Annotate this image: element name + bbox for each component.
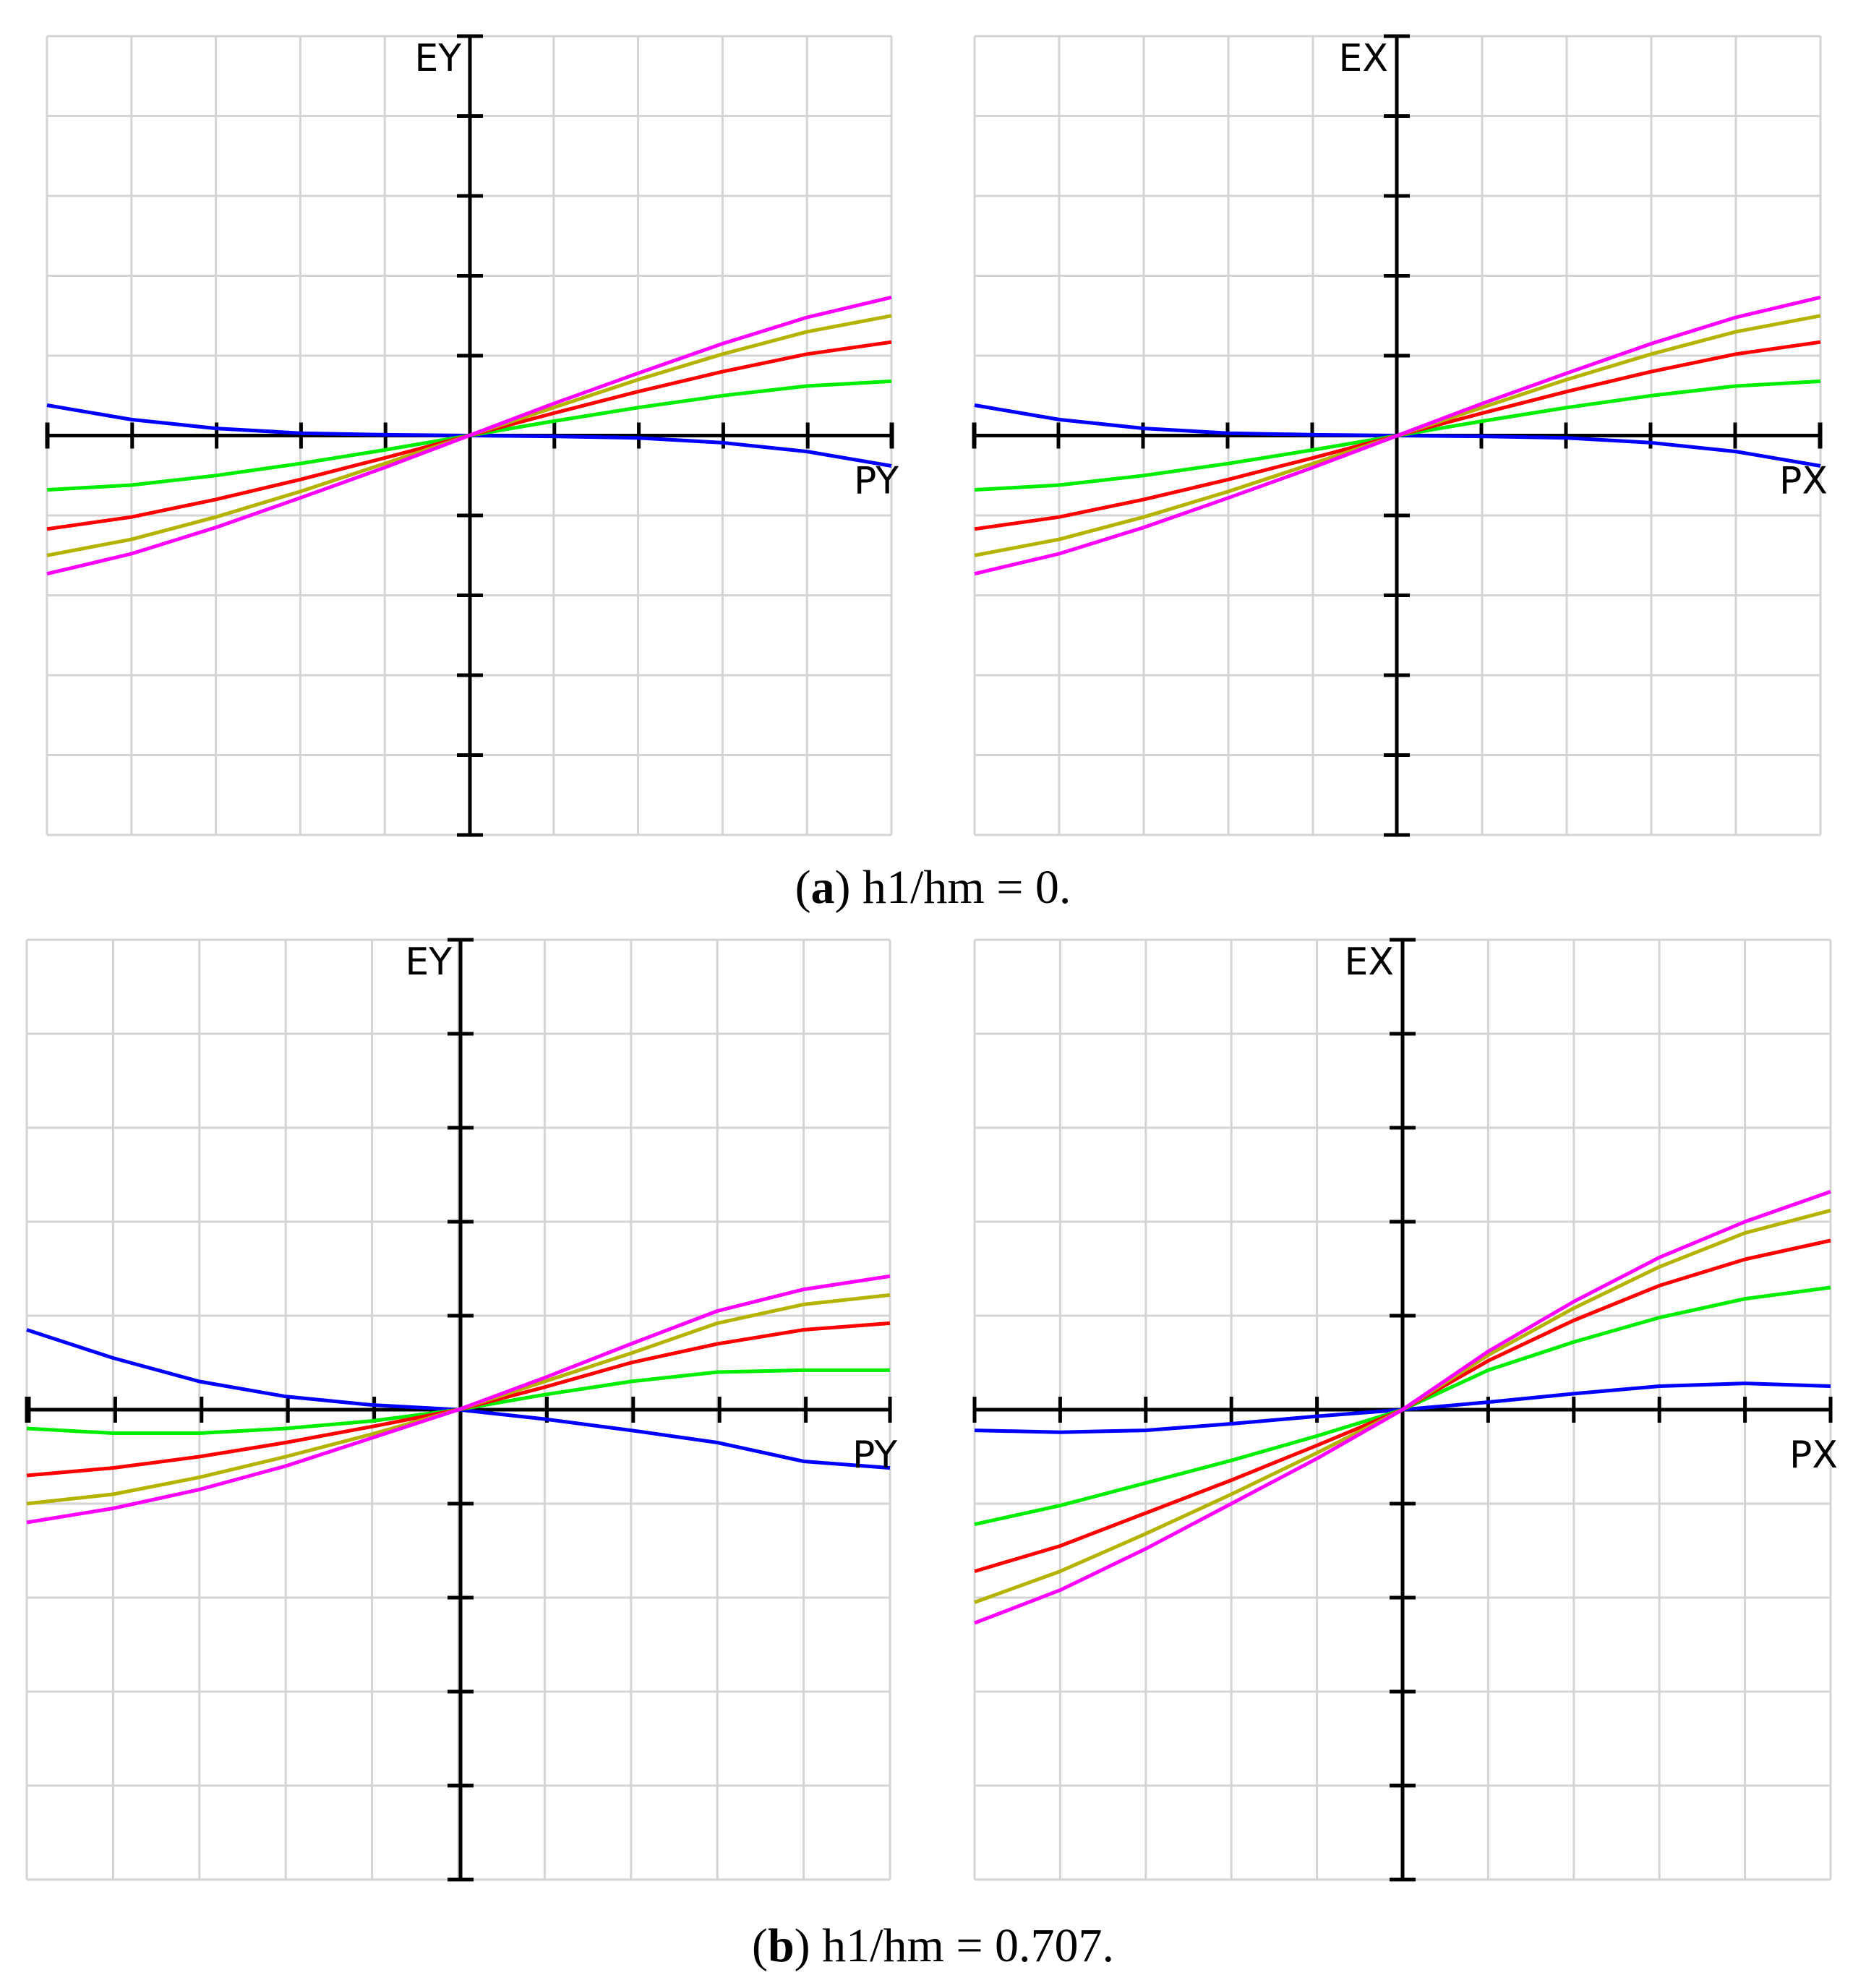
y-axis-label: EY [405,941,452,984]
y-axis-label: EX [1339,37,1388,80]
series-line-magenta [974,295,1821,576]
chart-panel-b-left: EY PY [25,938,897,1882]
x-axis-label: PX [1789,1434,1838,1477]
chart-panel-b-right: EX PX [972,938,1838,1882]
caption-b-text: h1/hm = 0.707. [810,1919,1115,1972]
chart-panel-a-right: EX PX [972,34,1828,837]
x-axis-label: PX [1779,460,1828,503]
y-axis-label: EX [1345,941,1394,984]
x-axis-label: PY [854,460,899,503]
series-line-magenta [46,295,892,576]
caption-a-text: h1/hm = 0. [850,861,1071,914]
series-line-magenta [26,1274,891,1525]
y-axis-label: EY [414,37,461,80]
caption-b: (b) h1/hm = 0.707. [751,1919,1115,1972]
series-line-magenta [974,1190,1831,1625]
caption-a-letter: a [810,861,835,914]
caption-a: (a) h1/hm = 0. [795,861,1071,914]
x-axis-label: PY [852,1434,897,1477]
chart-panel-a-left: EY PY [45,34,899,837]
caption-b-letter: b [767,1919,795,1972]
